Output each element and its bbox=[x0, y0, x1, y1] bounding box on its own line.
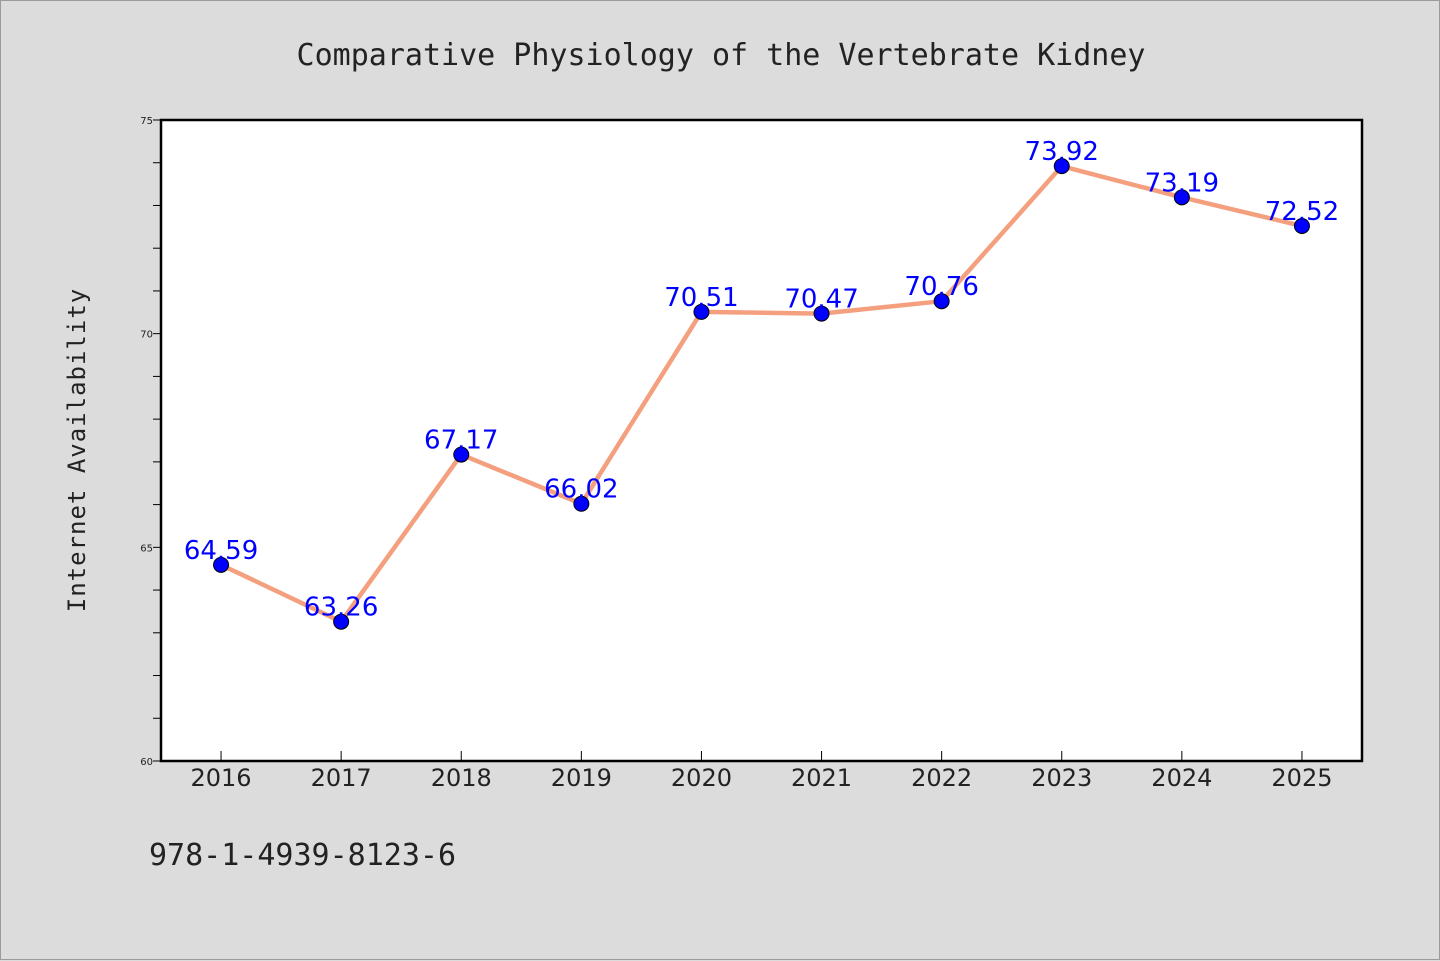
x-tick-label: 2023 bbox=[1031, 764, 1092, 792]
y-tick-label: 75 bbox=[140, 116, 153, 127]
data-label: 70.76 bbox=[904, 272, 978, 302]
data-point bbox=[813, 305, 830, 322]
x-tick-label: 2020 bbox=[671, 764, 732, 792]
x-tick-label: 2018 bbox=[431, 764, 492, 792]
y-tick-label: 70 bbox=[140, 330, 153, 341]
x-tick-label: 2021 bbox=[791, 764, 852, 792]
data-label: 66.02 bbox=[544, 475, 618, 505]
x-tick-label: 2022 bbox=[911, 764, 972, 792]
data-label: 73.92 bbox=[1025, 137, 1099, 167]
data-point bbox=[333, 613, 350, 630]
x-tick-label: 2024 bbox=[1151, 764, 1212, 792]
data-point bbox=[573, 495, 590, 512]
data-point bbox=[453, 446, 470, 463]
data-label: 67.17 bbox=[424, 426, 498, 456]
isbn-text: 978-1-4939-8123-6 bbox=[149, 838, 456, 873]
data-label: 73.19 bbox=[1145, 168, 1219, 198]
y-tick-label: 65 bbox=[140, 543, 153, 554]
data-point bbox=[213, 556, 230, 573]
series-line bbox=[220, 163, 1303, 624]
data-label: 70.47 bbox=[784, 285, 858, 315]
data-point bbox=[1173, 189, 1190, 206]
x-tick-label: 2025 bbox=[1271, 764, 1332, 792]
data-point bbox=[1293, 217, 1310, 234]
plot-area bbox=[159, 118, 1364, 763]
x-tick-label: 2017 bbox=[311, 764, 372, 792]
data-label: 64.59 bbox=[184, 536, 258, 566]
y-axis-label: Internet Availability bbox=[63, 288, 91, 612]
chart-title: Comparative Physiology of the Vertebrate… bbox=[297, 38, 1146, 73]
data-label: 72.52 bbox=[1265, 197, 1339, 227]
x-tick-label: 2019 bbox=[551, 764, 612, 792]
data-label: 63.26 bbox=[304, 593, 378, 623]
data-point bbox=[693, 303, 710, 320]
data-point bbox=[1053, 158, 1070, 175]
data-label: 70.51 bbox=[664, 283, 738, 313]
y-tick-label: 60 bbox=[140, 757, 153, 768]
x-axis: 2016 2017 2018 2019 2020 2021 2022 2023 2024 2025 bbox=[191, 751, 1332, 792]
data-point bbox=[933, 293, 950, 310]
x-tick-label: 2016 bbox=[191, 764, 252, 792]
series-group: 64.59 63.26 67.17 66.02 70.51 70.47 70.76 73.92… bbox=[184, 137, 1339, 630]
y-axis: 60 65 70 75 bbox=[140, 116, 161, 768]
